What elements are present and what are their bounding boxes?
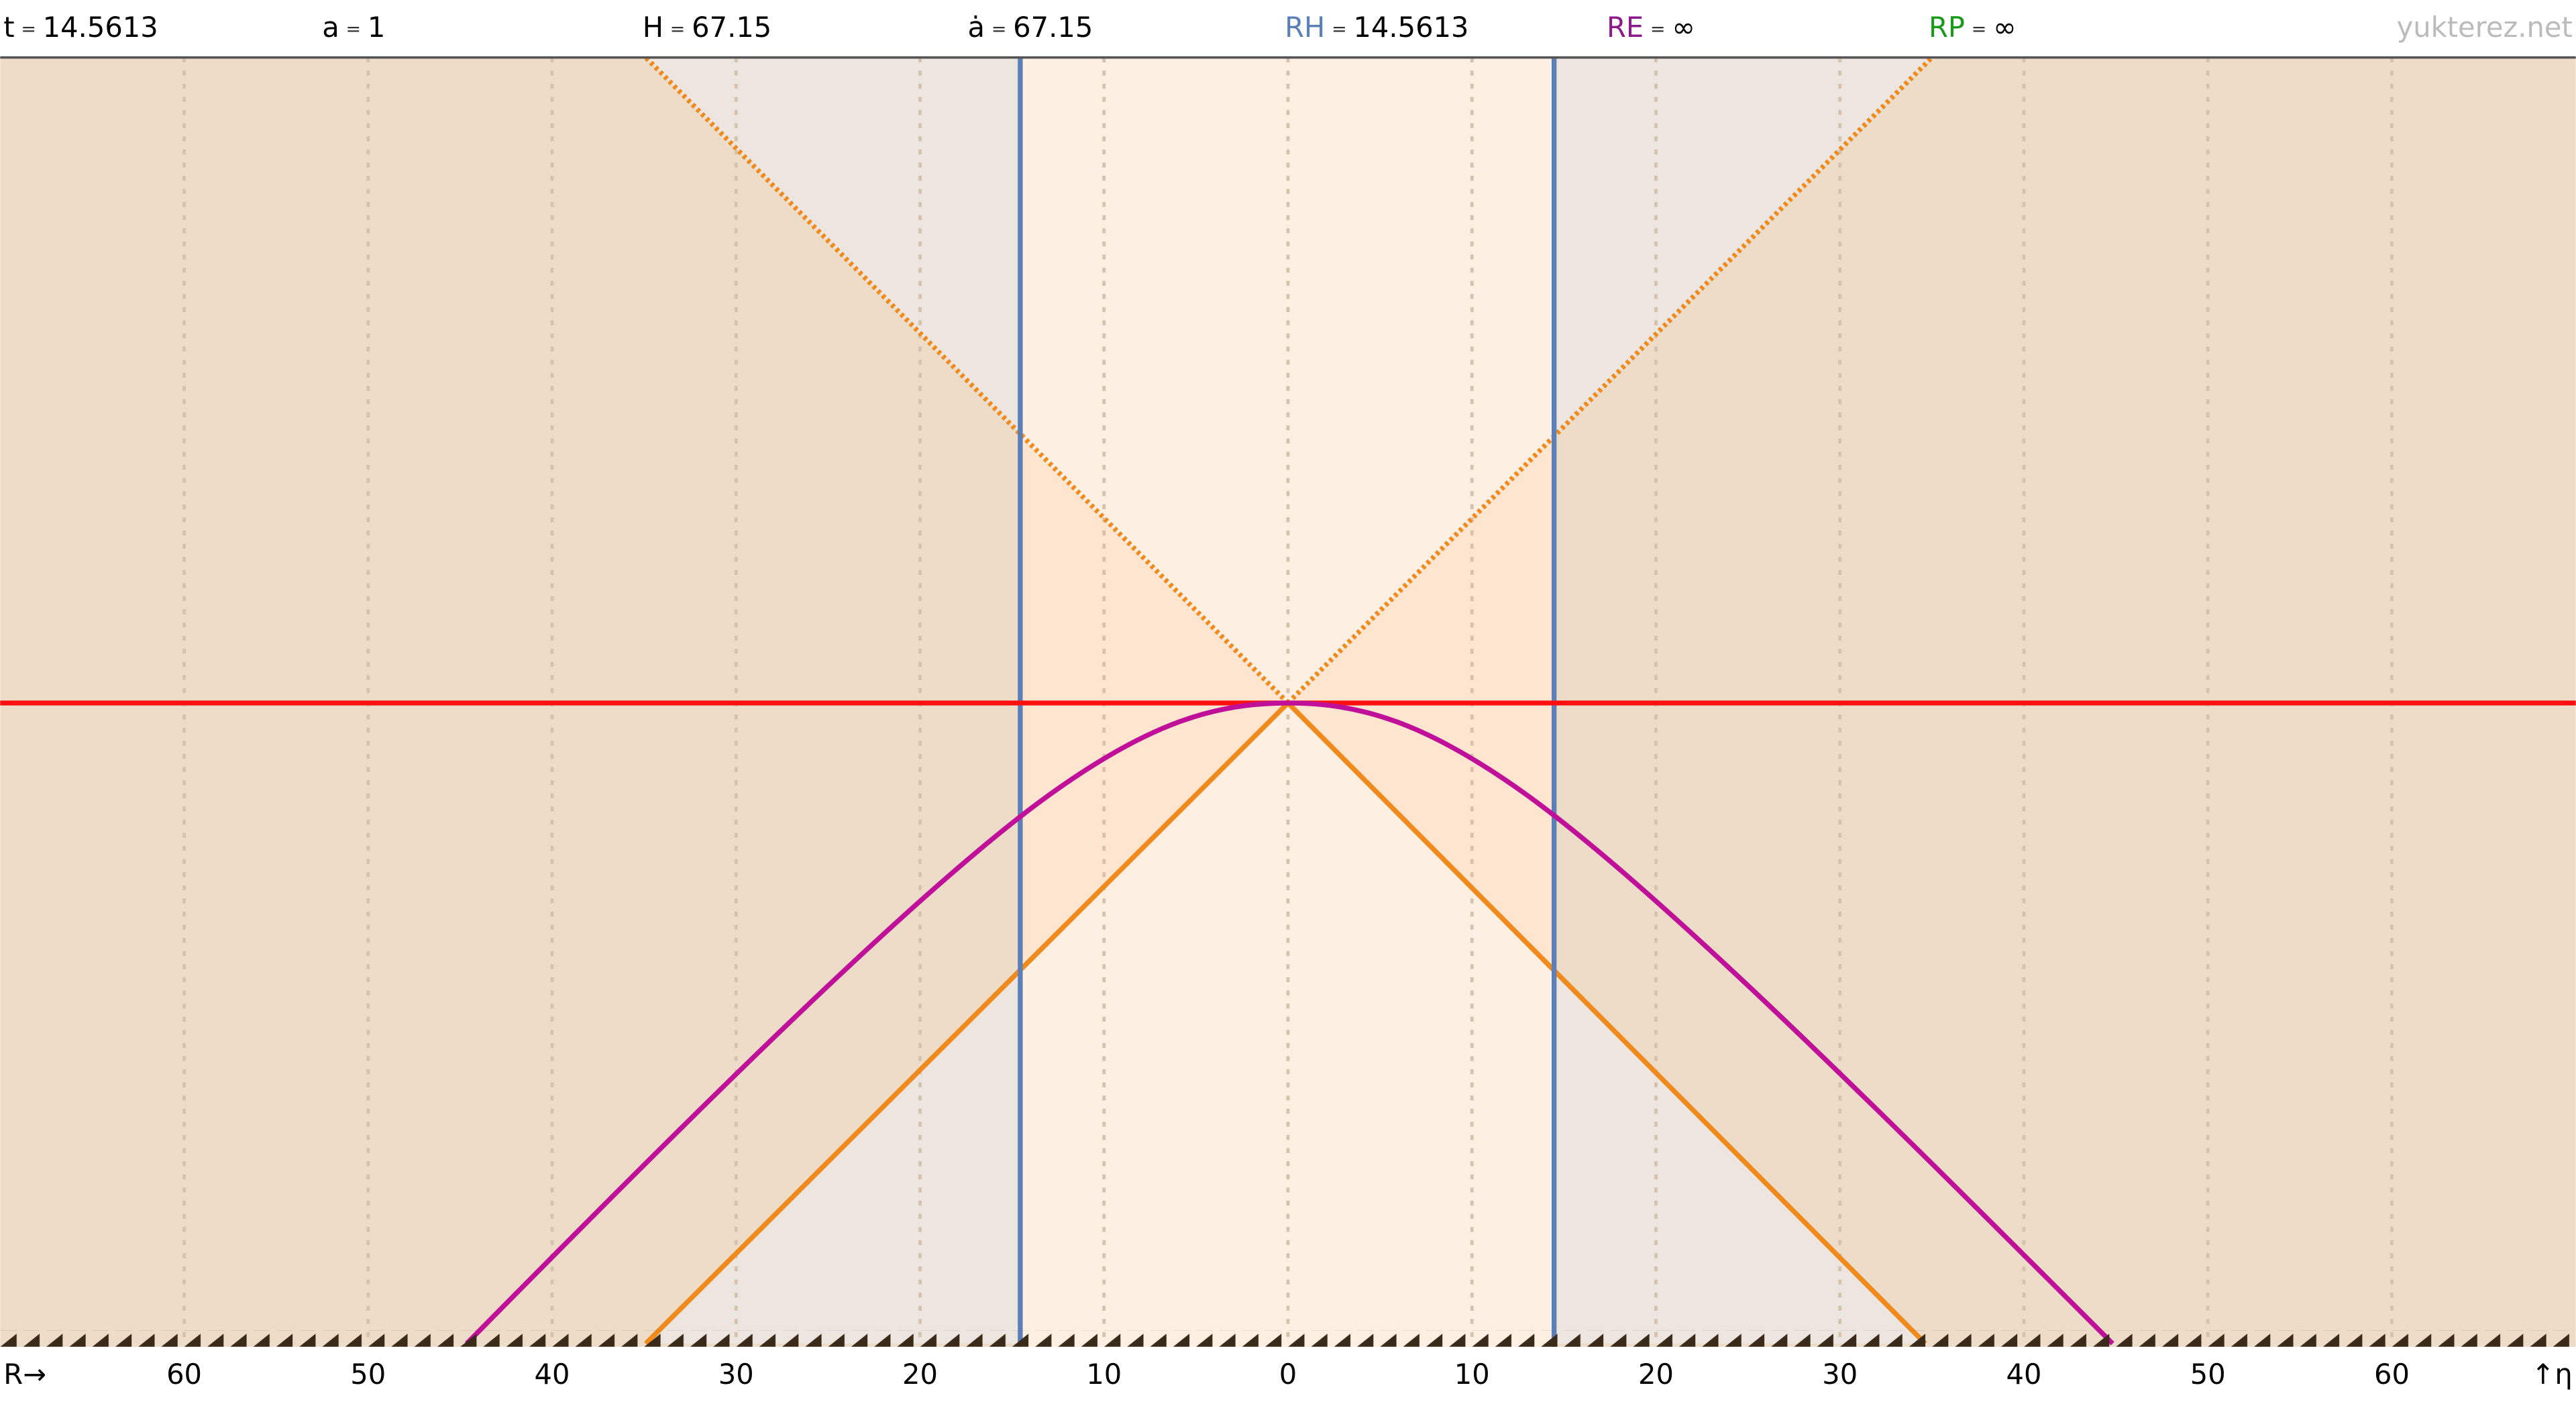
x-tick-label: 60 <box>2374 1358 2410 1391</box>
item-label: t <box>3 11 14 44</box>
item-value: 67.15 <box>692 11 771 44</box>
x-tick-label: 50 <box>350 1358 386 1391</box>
item-label: a <box>322 11 339 44</box>
x-tick-label: 40 <box>535 1358 570 1391</box>
item-value: 14.5613 <box>1353 11 1468 44</box>
x-tick-label: 20 <box>902 1358 938 1391</box>
item-separator: = <box>1332 19 1347 40</box>
x-tick-label: 40 <box>2006 1358 2041 1391</box>
item-value: 1 <box>368 11 385 44</box>
item-label: ȧ <box>968 11 985 44</box>
header-item: ȧ = 67.15 <box>968 11 1093 44</box>
item-label: RP <box>1929 11 1965 44</box>
x-tick-label: 0 <box>1279 1358 1297 1391</box>
x-tick-label: 30 <box>718 1358 754 1391</box>
item-value: 67.15 <box>1013 11 1093 44</box>
item-separator: = <box>21 19 36 40</box>
x-tick-label: 10 <box>1454 1358 1490 1391</box>
item-value: 14.5613 <box>43 11 158 44</box>
item-separator: = <box>1650 19 1666 40</box>
item-separator: = <box>1972 19 1987 40</box>
header-item: a = 1 <box>322 11 385 44</box>
item-separator: = <box>670 19 686 40</box>
header-item: RE = ∞ <box>1607 11 1695 44</box>
header-item: RP = ∞ <box>1929 11 2017 44</box>
x-tick-label: 60 <box>166 1358 202 1391</box>
light-cone <box>644 701 1927 1346</box>
item-separator: = <box>346 19 362 40</box>
item-value: ∞ <box>1993 11 2017 44</box>
past-light-cone <box>465 700 2114 1346</box>
x-tick-label: 10 <box>1086 1358 1122 1391</box>
axis-bar <box>0 1346 2576 1406</box>
x-axis-label: R→ <box>3 1358 46 1391</box>
grid-lines <box>182 57 2394 1339</box>
header-item: t = 14.5613 <box>3 11 158 44</box>
x-tick-label: 30 <box>1822 1358 1858 1391</box>
y-axis-label: ↑η <box>2532 1358 2573 1391</box>
light-cone-dotted <box>643 56 1934 705</box>
x-tick-label: 20 <box>1638 1358 1674 1391</box>
item-separator: = <box>991 19 1007 40</box>
big-bang-edge <box>0 1330 2576 1347</box>
x-tick-label: 50 <box>2190 1358 2226 1391</box>
item-label: RH <box>1285 11 1325 44</box>
item-label: RE <box>1607 11 1644 44</box>
header-item: H = 67.15 <box>643 11 772 44</box>
site-label: yukterez.net <box>2397 11 2573 44</box>
header-bar <box>0 0 2576 58</box>
item-label: H <box>643 11 663 44</box>
header-item: RH = 14.5613 <box>1285 11 1468 44</box>
item-value: ∞ <box>1672 11 1695 44</box>
